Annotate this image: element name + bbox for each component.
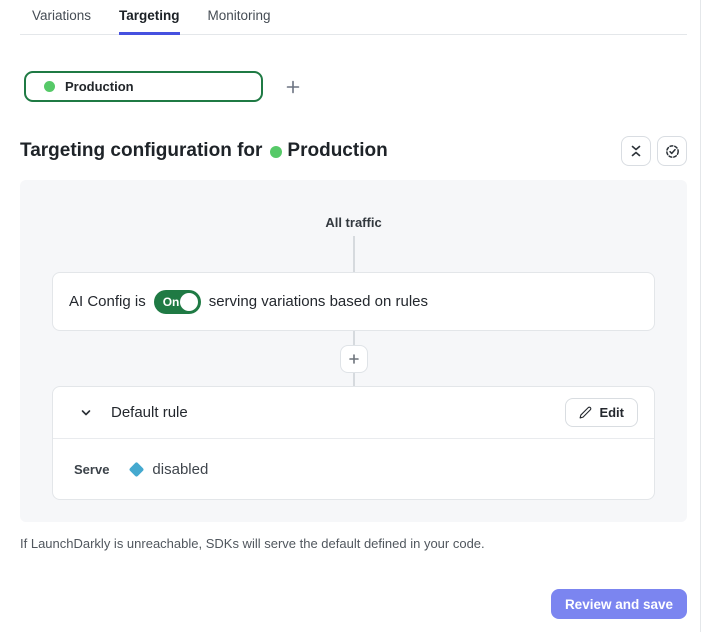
all-traffic-label: All traffic bbox=[325, 215, 382, 230]
right-divider bbox=[700, 0, 701, 632]
default-rule-card: Default rule Edit Serve disabled bbox=[52, 386, 655, 500]
page-title-environment: Production bbox=[287, 140, 388, 161]
variation-diamond-icon bbox=[129, 461, 145, 477]
flag-status-prefix: AI Config is bbox=[69, 293, 146, 310]
edit-rule-button[interactable]: Edit bbox=[565, 398, 638, 427]
add-rule-button[interactable] bbox=[339, 344, 368, 373]
add-environment-button[interactable] bbox=[285, 79, 301, 95]
plus-icon bbox=[348, 353, 359, 364]
collapse-vertical-icon bbox=[631, 145, 641, 157]
flag-status-card: AI Config is On serving variations based… bbox=[52, 272, 655, 331]
default-rule-title: Default rule bbox=[111, 404, 188, 421]
tab-monitoring[interactable]: Monitoring bbox=[207, 8, 271, 23]
environment-green-dot-icon bbox=[44, 81, 55, 92]
serve-label: Serve bbox=[74, 461, 110, 477]
serve-value: disabled bbox=[152, 460, 209, 478]
approval-circle-check-icon bbox=[665, 144, 679, 158]
edit-button-label: Edit bbox=[599, 405, 624, 420]
serve-row: Serve disabled bbox=[53, 439, 654, 499]
flow-connector bbox=[352, 236, 355, 272]
rule-divider bbox=[53, 438, 654, 439]
tab-variations[interactable]: Variations bbox=[32, 8, 92, 23]
header-actions bbox=[621, 136, 687, 166]
rule-collapse-toggle[interactable] bbox=[79, 406, 93, 420]
environment-name: Production bbox=[65, 79, 134, 94]
environment-green-dot-icon bbox=[270, 145, 283, 158]
fallback-note: If LaunchDarkly is unreachable, SDKs wil… bbox=[20, 536, 485, 551]
heading-row: Targeting configuration for Production bbox=[20, 136, 687, 166]
review-and-save-button[interactable]: Review and save bbox=[550, 589, 687, 619]
tab-bar: Variations Targeting Monitoring bbox=[20, 0, 687, 35]
toggle-on-label: On bbox=[162, 294, 180, 309]
add-rule-section bbox=[20, 331, 687, 386]
environment-row: Production bbox=[24, 71, 709, 102]
plus-icon bbox=[286, 80, 300, 93]
collapse-all-button[interactable] bbox=[621, 136, 651, 166]
default-rule-header: Default rule Edit bbox=[53, 387, 654, 438]
toggle-knob bbox=[179, 292, 198, 311]
pencil-icon bbox=[579, 406, 592, 419]
page-title-text: Targeting configuration for bbox=[20, 140, 263, 161]
flag-on-toggle[interactable]: On bbox=[153, 289, 201, 314]
tab-targeting[interactable]: Targeting bbox=[119, 8, 180, 35]
page-title: Targeting configuration for Production bbox=[20, 140, 388, 162]
environment-selector[interactable]: Production bbox=[24, 71, 263, 102]
review-changes-button[interactable] bbox=[657, 136, 687, 166]
targeting-panel: All traffic AI Config is On serving vari… bbox=[20, 180, 687, 522]
flag-status-suffix: serving variations based on rules bbox=[208, 293, 428, 310]
chevron-down-icon bbox=[81, 409, 91, 415]
actions-row: Review and save bbox=[0, 589, 687, 619]
